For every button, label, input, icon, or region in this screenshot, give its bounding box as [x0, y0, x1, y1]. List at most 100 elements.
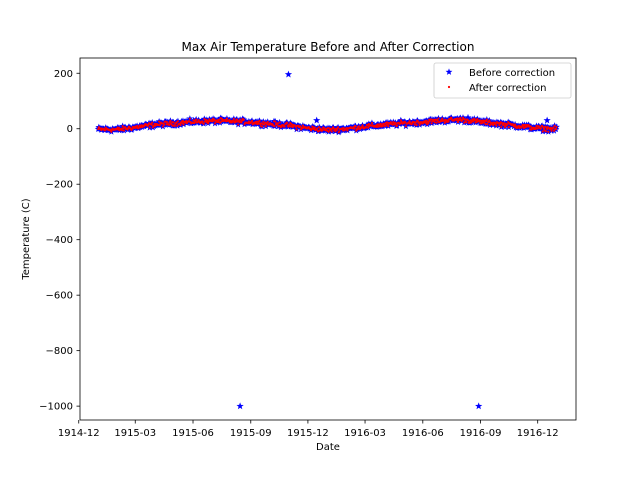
after-correction-point	[176, 120, 180, 123]
x-tick-label: 1915-03	[114, 428, 156, 439]
x-tick-label: 1916-09	[460, 428, 502, 439]
after-correction-point	[547, 130, 550, 133]
after-correction-point	[169, 119, 172, 122]
after-correction-point	[473, 117, 476, 120]
y-tick-label: −600	[46, 291, 73, 302]
data-layer	[94, 70, 560, 410]
after-correction-point	[151, 121, 154, 124]
after-correction-point	[264, 125, 267, 128]
legend-entry-before: Before correction	[445, 68, 555, 79]
x-axis-label: Date	[316, 442, 340, 453]
after-correction-point	[495, 124, 498, 127]
legend-marker-after	[447, 85, 451, 89]
after-correction-point	[553, 124, 556, 127]
after-correction-point	[367, 126, 370, 129]
after-correction-point	[502, 122, 505, 125]
after-correction-point	[240, 121, 243, 124]
after-correction-point	[262, 120, 265, 123]
after-correction-point	[232, 117, 235, 120]
after-correction-point	[295, 128, 298, 131]
after-correction-point	[237, 123, 240, 126]
after-correction-point	[120, 129, 124, 132]
after-correction-point	[110, 130, 113, 133]
after-correction-point	[488, 123, 492, 127]
after-correction-point	[429, 118, 433, 121]
after-correction-point	[313, 126, 316, 129]
chart-title: Max Air Temperature Before and After Cor…	[182, 40, 475, 54]
after-correction-point	[195, 118, 198, 121]
after-correction-point	[400, 120, 403, 123]
after-correction-point	[555, 125, 558, 129]
after-correction-point	[273, 125, 276, 128]
after-correction-point	[476, 118, 479, 121]
after-correction-point	[541, 130, 544, 133]
after-correction-point	[161, 125, 164, 128]
after-correction-point	[150, 123, 153, 126]
after-correction-point	[327, 130, 330, 133]
after-correction-point	[260, 125, 264, 128]
x-axis: 1914-12 1915-03 1915-06 1915-09 1915-12 1916-…	[58, 420, 559, 439]
after-correction-point	[463, 118, 466, 121]
after-correction-point	[225, 117, 229, 120]
y-tick-label: −400	[46, 235, 73, 246]
after-correction-point	[506, 123, 509, 126]
before-correction-outlier	[543, 116, 551, 124]
after-correction-point	[415, 124, 418, 127]
after-correction-point	[117, 126, 121, 129]
plot-frame	[79, 57, 577, 421]
after-correction-point	[258, 119, 261, 122]
after-correction-point	[381, 125, 384, 128]
after-correction-point	[427, 121, 430, 125]
before-correction-outlier	[313, 116, 321, 124]
after-correction-point	[513, 125, 516, 128]
after-correction-point	[201, 120, 204, 123]
after-correction-point	[433, 121, 436, 124]
after-correction-point	[494, 122, 497, 125]
after-correction-point	[486, 123, 489, 126]
x-tick-label: 1916-12	[517, 428, 559, 439]
legend-entry-after: After correction	[447, 83, 546, 94]
after-correction-point	[126, 128, 129, 131]
after-correction-point	[379, 122, 382, 125]
after-correction-point	[131, 127, 134, 131]
after-correction-point	[192, 119, 195, 122]
after-correction-point	[255, 120, 259, 123]
after-correction-point	[290, 123, 293, 126]
x-tick-label: 1915-09	[230, 428, 272, 439]
after-correction-point	[387, 125, 390, 128]
after-correction-point	[197, 119, 200, 122]
after-correction-point	[213, 122, 217, 125]
y-axis: 200 0 −200 −400 −600 −800 −1000	[39, 69, 80, 413]
after-correction-point	[395, 124, 399, 127]
after-correction-point	[394, 122, 397, 125]
legend-marker-before	[445, 68, 453, 75]
after-correction-point	[242, 118, 245, 121]
after-correction-point	[316, 127, 319, 130]
after-correction-point	[552, 126, 555, 129]
legend-frame	[433, 62, 572, 99]
after-correction-point	[447, 120, 450, 123]
after-correction-point	[318, 126, 321, 129]
after-correction-point	[436, 119, 439, 122]
after-correction-point	[544, 130, 547, 133]
after-correction-point	[218, 118, 221, 121]
after-correction-point	[523, 123, 526, 127]
after-correction-point	[136, 124, 139, 128]
after-correction-point	[512, 123, 515, 126]
after-correction-point	[443, 121, 446, 124]
x-tick-label: 1916-06	[402, 428, 444, 439]
series-after-correction	[97, 116, 558, 134]
after-correction-point	[301, 124, 304, 127]
legend: Before correction After correction	[433, 62, 572, 99]
y-tick-label: −800	[46, 346, 73, 357]
after-correction-point	[484, 122, 487, 126]
after-correction-point	[455, 119, 458, 122]
after-correction-point	[330, 130, 333, 133]
after-correction-point	[529, 125, 532, 128]
after-correction-point	[148, 126, 151, 129]
before-correction-outlier	[236, 402, 244, 410]
after-correction-point	[503, 125, 507, 129]
after-correction-point	[356, 128, 359, 131]
after-correction-point	[382, 122, 385, 125]
